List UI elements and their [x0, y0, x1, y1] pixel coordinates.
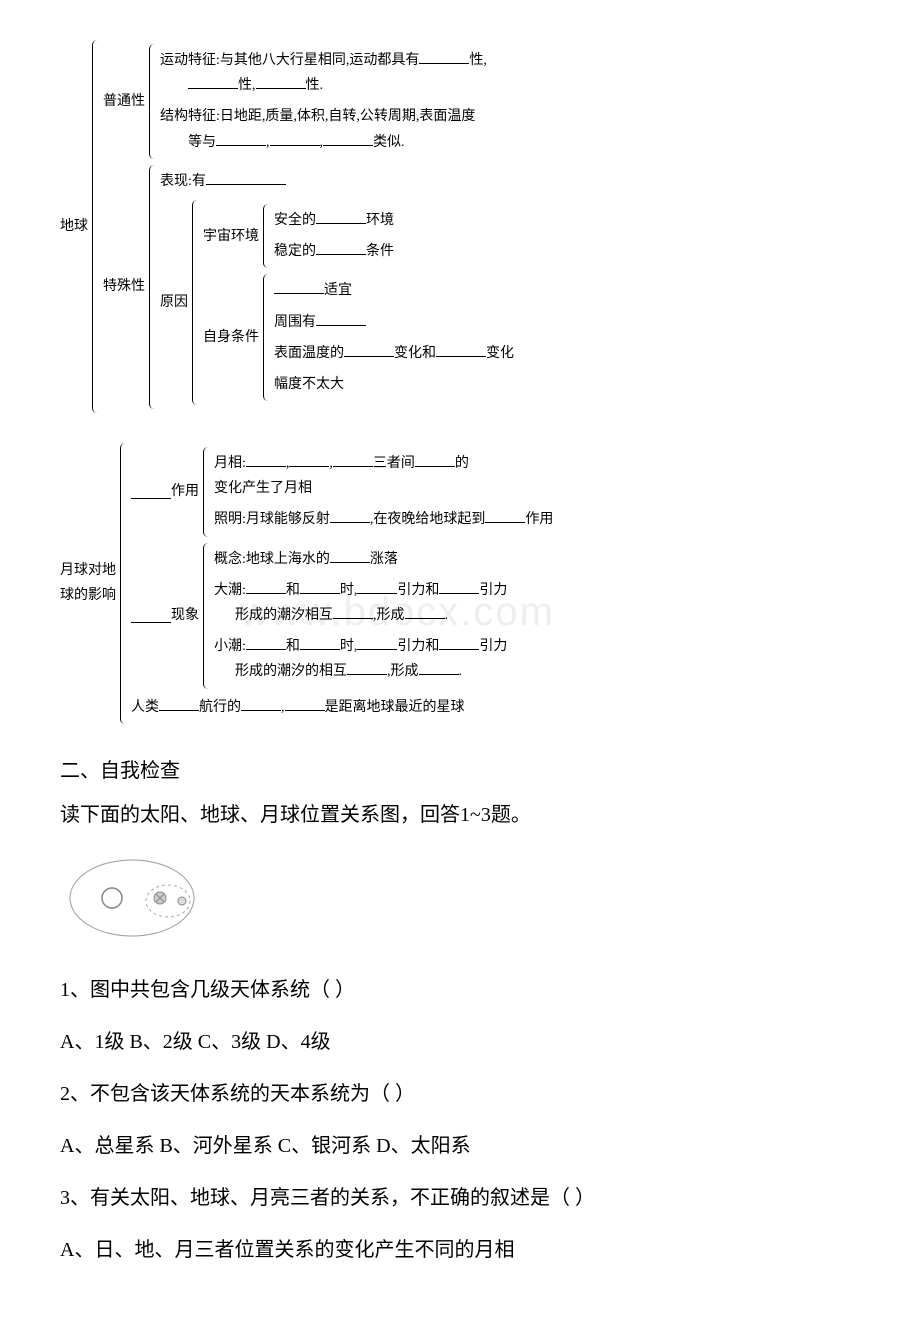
env-safe: 安全的环境	[274, 208, 394, 233]
question-3: 3、有关太阳、地球、月亮三者的关系，不正确的叙述是（ ）	[60, 1176, 860, 1220]
root-label-earth: 地球	[60, 40, 92, 413]
tide-small: 小潮:和时,引力和引力 形成的潮汐的相互,形成.	[214, 634, 507, 684]
diagram-moon: 月球对地 球的影响 作用 月相:,,三者间的 变化产生了月相 照明:月球能够反射…	[60, 443, 860, 724]
question-2: 2、不包含该天体系统的天本系统为（ ）	[60, 1072, 860, 1116]
tide-concept: 概念:地球上海水的涨落	[214, 547, 507, 572]
cause-label: 原因	[160, 200, 192, 405]
self-label: 自身条件	[203, 274, 263, 401]
diagram-earth: 地球 普通性 运动特征:与其他八大行星相同,运动都具有性, 性,性. 结构特征:…	[60, 40, 860, 413]
intro-text: 读下面的太阳、地球、月球位置关系图，回答1~3题。	[60, 793, 860, 837]
orbit-icon	[60, 853, 230, 943]
env-stable: 稳定的条件	[274, 239, 394, 264]
self-suit: 适宜	[274, 278, 514, 303]
orbit-figure	[60, 853, 860, 948]
self-around: 周围有	[274, 310, 514, 335]
env-label: 宇宙环境	[203, 204, 263, 268]
self-temp: 表面温度的变化和变化	[274, 341, 514, 366]
branch-special: 特殊性	[103, 165, 149, 409]
question-1: 1、图中共包含几级天体系统（ ）	[60, 968, 860, 1012]
structure-feature: 结构特征:日地距,质量,体积,自转,公转周期,表面温度 等与,,类似.	[160, 104, 487, 154]
question-2-options: A、总星系 B、河外星系 C、银河系 D、太阳系	[60, 1124, 860, 1168]
self-range: 幅度不太大	[274, 372, 514, 397]
moon-human: 人类航行的,是距离地球最近的星球	[131, 695, 553, 720]
moon-phase: 月相:,,三者间的 变化产生了月相	[214, 451, 553, 501]
section-2-heading: 二、自我检查	[60, 754, 860, 783]
motion-feature: 运动特征:与其他八大行星相同,运动都具有性, 性,性.	[160, 48, 487, 98]
branch-common: 普通性	[103, 44, 149, 159]
special-expression: 表现:有	[160, 169, 514, 194]
moon-effect-label: 作用	[131, 447, 203, 537]
moon-light: 照明:月球能够反射,在夜晚给地球起到作用	[214, 507, 553, 532]
tide-label: 现象	[131, 543, 203, 689]
root-label-moon: 月球对地 球的影响	[60, 443, 120, 724]
question-3-option-a: A、日、地、月三者位置关系的变化产生不同的月相	[60, 1228, 860, 1272]
tide-big: 大潮:和时,引力和引力 形成的潮汐相互,形成.	[214, 578, 507, 628]
question-1-options: A、1级 B、2级 C、3级 D、4级	[60, 1020, 860, 1064]
